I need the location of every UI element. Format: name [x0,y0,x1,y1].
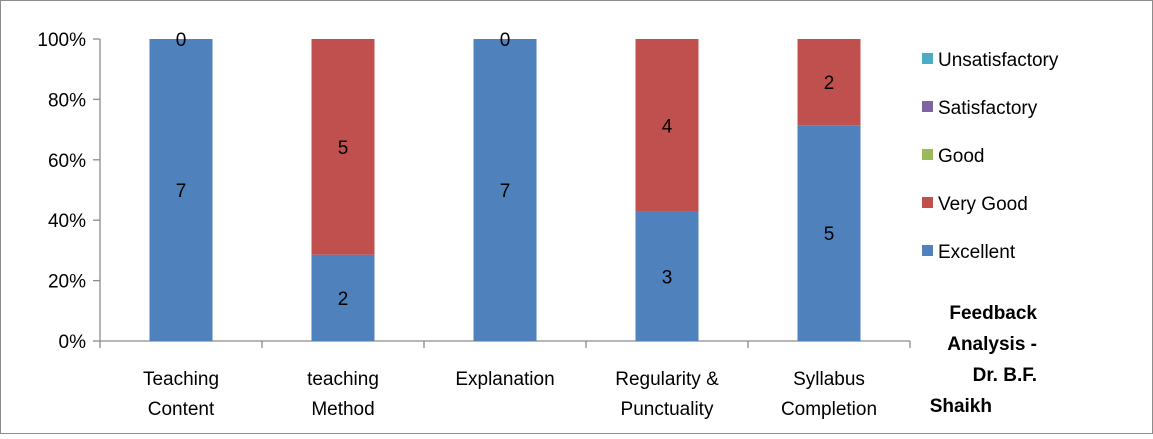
legend-swatch [922,149,933,160]
chart-title-line: Dr. B.F. [973,365,1037,386]
x-tick-label: Content [148,399,215,420]
legend-label: Satisfactory [938,98,1038,119]
bar-segment [635,211,699,341]
y-tick-label: 100% [37,30,86,51]
chart-title-line: Feedback [949,303,1037,324]
bar-segment [149,39,213,341]
x-tick-label: Punctuality [621,399,714,420]
y-tick-label: 0% [59,332,87,353]
legend-label: Very Good [938,194,1028,215]
x-tick-label: Syllabus [793,369,865,390]
y-tick-label: 60% [48,151,86,172]
x-tick-label: Method [311,399,374,420]
legend-swatch [922,197,933,208]
legend-swatch [922,101,933,112]
data-label: 2 [824,73,835,94]
legend-item: Very Good [922,194,1028,215]
legend-item: Excellent [922,242,1016,263]
legend-label: Unsatisfactory [938,50,1059,71]
data-label: 3 [662,267,673,288]
chart-title-line: Analysis - [947,334,1037,355]
legend-item: Unsatisfactory [922,50,1059,71]
chart-title: Feedback Analysis - Dr. B.F. Shaikh [930,303,1038,417]
bar-segment [797,125,861,342]
data-label: 2 [338,289,349,310]
bar-segment [311,254,375,341]
y-tick-label: 40% [48,211,86,232]
plot-area: 0% 20% 40% 60% 80% 100% 0 7 Teaching Content 5 2 tea… [37,30,911,420]
x-tick-label: Completion [781,399,877,420]
data-label: 5 [338,138,349,159]
y-tick-label: 80% [48,90,86,111]
legend-item: Good [922,146,984,167]
y-tick-label: 20% [48,272,86,293]
data-label: 0 [176,30,187,51]
bar-segment [635,39,699,212]
bar-segment [311,39,375,255]
legend-item: Satisfactory [922,98,1038,119]
chart-title-line: Shaikh [930,396,992,417]
legend-swatch [922,245,933,256]
data-label: 0 [500,30,511,51]
x-tick-label: teaching [307,369,379,390]
legend-label: Excellent [938,242,1016,263]
data-label: 7 [176,181,187,202]
bar-segment [473,39,537,341]
legend-label: Good [938,146,984,167]
legend-swatch [922,53,933,64]
bar-segment [797,39,861,126]
x-tick-label: Explanation [455,369,554,390]
data-label: 4 [662,116,673,137]
legend: Unsatisfactory Satisfactory Good Very Good E… [922,50,1059,263]
x-tick-label: Regularity & [615,369,719,390]
data-label: 7 [500,181,511,202]
data-label: 5 [824,224,835,245]
x-tick-label: Teaching [143,369,219,390]
